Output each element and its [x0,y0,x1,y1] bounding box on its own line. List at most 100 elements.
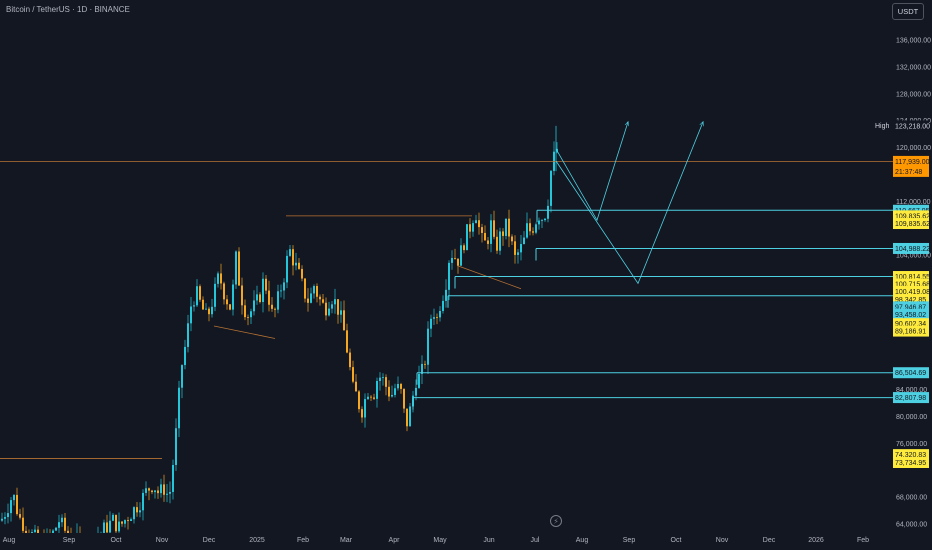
candle-body [481,227,483,233]
price-tick: 84,000.00 [896,387,927,394]
candle-body [331,304,333,309]
current-price-label: 117,939.00 [895,159,930,166]
candle-body [220,273,222,284]
candle-body [52,530,54,533]
lightning-icon[interactable]: ⚡ [550,515,562,527]
candle-body [118,521,120,532]
price-label-bg [893,325,929,337]
candle-body [271,304,273,309]
candle-body [301,268,303,279]
candle-body [295,262,297,266]
candle-body [517,252,519,255]
candle-body [526,223,528,238]
level-price-label-bg [893,204,929,216]
candle-body [109,520,111,533]
candle-body [427,328,429,365]
candle-body [346,330,348,353]
candle-body [283,282,285,291]
candle-body [340,310,342,315]
candle-body [424,363,426,365]
candle-body [151,490,153,493]
candle-body [436,317,438,318]
candle-body [205,308,207,310]
candle-body [232,284,234,310]
candle-body [532,231,534,233]
candle-body [37,529,39,533]
price-tick: 136,000.00 [896,38,931,45]
time-tick: 2025 [249,537,265,544]
candle-body [397,383,399,389]
candle-body [493,220,495,237]
time-tick: Oct [670,537,682,544]
candle-body [364,399,366,418]
candle-body [217,273,219,284]
level-price-label-bg [893,367,929,379]
candle-body [136,507,138,513]
price-label: 100,419.08 [895,289,930,296]
candle-body [550,170,552,206]
price-tick: 120,000.00 [896,145,931,152]
candle-body [514,241,516,255]
candle-body [415,387,417,396]
candle-body [367,396,369,400]
candle-body [289,249,291,256]
time-tick: Dec [202,537,216,544]
currency-button[interactable]: USDT [892,3,924,20]
candle-body [124,520,126,524]
candle-body [196,286,198,306]
price-chart[interactable]: 136,000.00132,000.00128,000.00124,000.00… [0,0,932,533]
candle-body [463,245,465,251]
candle-body [541,220,543,221]
candle-body [163,484,165,495]
level-price-label: 93,458.02 [895,312,926,319]
candle-body [391,394,393,397]
candle-body [298,262,300,269]
price-label-bg [893,271,929,283]
candle-body [538,220,540,225]
candle-body [274,308,276,310]
projection-path [555,122,703,285]
price-label: 90,602.34 [895,321,926,328]
candle-body [319,296,321,300]
price-label-bg [893,210,929,222]
candle-body [280,290,282,292]
candle-body [403,388,405,409]
candle-body [55,527,57,531]
price-label-bg [893,218,929,230]
candle-body [169,491,171,494]
price-label-bg [893,449,929,461]
candle-body [439,310,441,318]
candle-body [139,510,141,513]
candle-body [127,520,129,522]
time-tick: Jul [530,537,540,544]
candle-body [310,293,312,303]
candle-body [187,323,189,347]
candle-body [259,294,261,303]
candle-body [337,299,339,315]
candle-body [496,236,498,251]
level-price-label-bg [893,242,929,254]
time-tick: Oct [110,537,122,544]
price-tick: 80,000.00 [896,414,927,421]
candle-body [547,205,549,219]
candle-body [67,530,69,533]
candle-body [529,223,531,232]
price-label-bg [893,285,929,297]
countdown-label-bg [893,165,929,177]
candle-body [388,386,390,397]
candle-body [508,218,510,237]
candle-body [64,517,66,531]
candle-body [1,518,3,521]
candle-body [166,493,168,495]
current-price-label-bg [893,155,929,167]
candle-body [16,494,18,515]
time-tick: Apr [388,537,400,544]
candle-body [226,299,228,305]
candle-body [10,500,12,514]
candle-body [430,318,432,329]
time-tick: 2026 [808,537,824,544]
candle-body [277,291,279,310]
candle-body [250,311,252,318]
candle-body [142,492,144,511]
candle-body [130,519,132,522]
